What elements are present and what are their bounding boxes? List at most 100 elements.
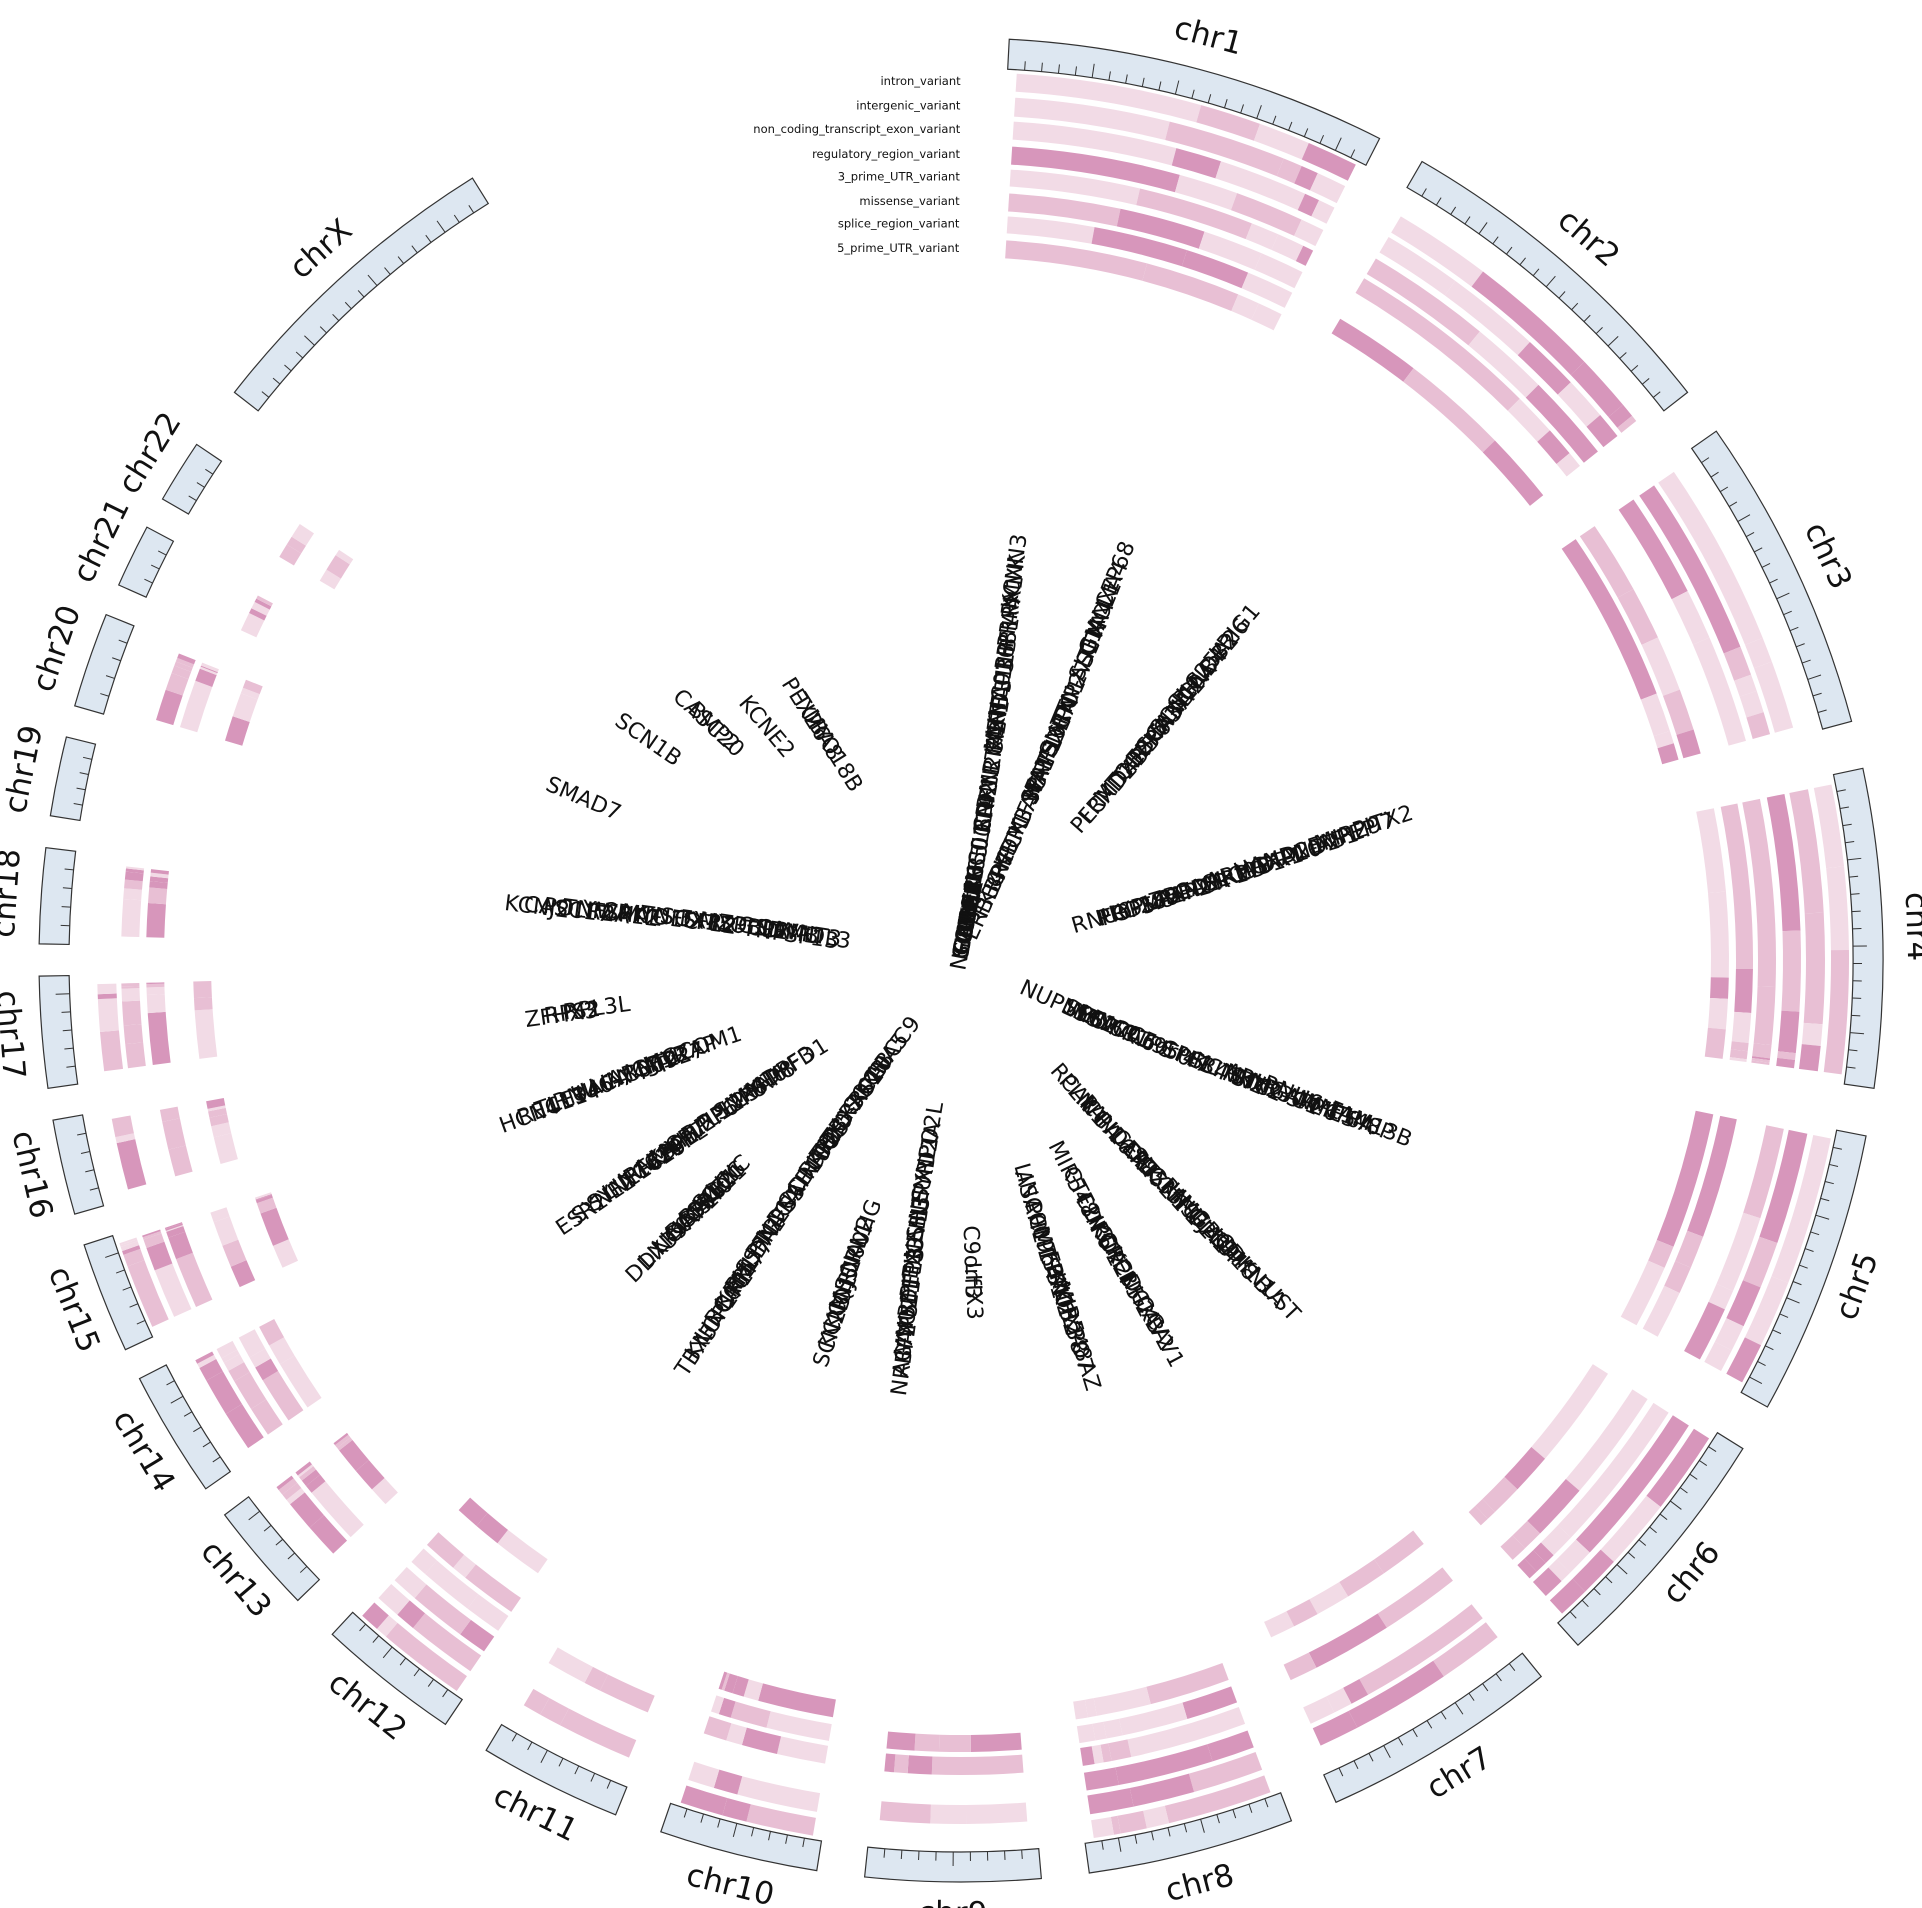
variant-track-segment <box>1730 1041 1749 1052</box>
variant-track-segment <box>722 1798 751 1822</box>
tracks-chr12 <box>362 1497 548 1691</box>
tracks-chr2 <box>1331 216 1637 506</box>
variant-track-segment <box>1188 1752 1263 1792</box>
variant-track-segment <box>1704 1341 1732 1371</box>
variant-track-segment <box>1359 1604 1483 1695</box>
variant-track-segment <box>1245 223 1279 250</box>
gene-label: ABCC9 <box>862 1012 927 1087</box>
variant-track-segment <box>195 668 217 687</box>
variant-track-segment <box>1739 690 1764 718</box>
ideogram-tick <box>64 868 74 871</box>
variant-track-segment <box>371 1478 398 1505</box>
gene-group-chr5: FAM13BRNU6-1148PWNT8ANME5ARHGAP26NR3C1NK… <box>1016 975 1416 1152</box>
variant-track-segment <box>1366 258 1480 346</box>
variant-track-segment <box>930 1804 967 1824</box>
variant-track-segment <box>122 1245 141 1255</box>
ideogram-tick <box>1796 643 1805 648</box>
variant-track-segment <box>1556 453 1580 477</box>
variant-track-segment <box>1731 1011 1752 1043</box>
ideogram-tick <box>540 1750 548 1763</box>
variant-track-segment <box>737 1776 821 1812</box>
variant-track-segment <box>1475 1499 1495 1519</box>
variant-track-segment <box>147 1011 171 1065</box>
variant-track-segment <box>394 1567 427 1599</box>
variant-track-segment <box>256 595 273 607</box>
variant-track-segment <box>1696 808 1726 894</box>
variant-track-segment <box>1570 361 1623 417</box>
ideogram-tick <box>55 993 70 995</box>
variant-track-segment <box>1500 1535 1526 1560</box>
ideogram-tick <box>188 495 197 502</box>
ideogram-tick <box>683 1808 688 1818</box>
ideogram-tick <box>399 1657 407 1666</box>
variant-track-segment <box>1617 588 1658 645</box>
ideogram-band <box>73 613 135 715</box>
ideogram-tick <box>1593 1588 1601 1596</box>
variant-track-segment <box>1198 231 1262 270</box>
variant-track-segment <box>758 1683 836 1718</box>
gene-label: WNT3 <box>774 918 843 953</box>
variant-track-segment <box>1343 1679 1369 1704</box>
ideogram-tick <box>1508 1663 1516 1671</box>
ideogram-tick <box>768 1831 771 1841</box>
ideogram-tick <box>883 1848 886 1858</box>
variant-track-segment <box>142 1231 162 1240</box>
ideogram-chr16: chr16 <box>4 1114 105 1222</box>
ideogram-tick <box>115 1269 125 1274</box>
variant-track-segment <box>1676 729 1701 759</box>
ideogram-tick <box>413 1668 420 1677</box>
variant-track-segment <box>1015 73 1202 123</box>
variant-track-segment <box>1295 245 1314 266</box>
variant-track-segment <box>174 661 193 672</box>
track-label-splice_region_variant: splice_region_variant <box>838 217 960 231</box>
ideogram-tick <box>1851 1014 1861 1017</box>
ideogram-tick <box>261 391 270 398</box>
variant-track-segment <box>1005 240 1148 281</box>
variant-track-segment <box>319 569 341 590</box>
variant-track-segment <box>523 1688 550 1715</box>
variant-track-segment <box>1648 1239 1674 1268</box>
ideogram-tick <box>144 578 153 584</box>
tracks-chr7 <box>1264 1530 1498 1746</box>
variant-track-segment <box>1776 1057 1796 1069</box>
variant-track-segment <box>1537 430 1570 465</box>
ideogram-chr21: chr21 <box>66 493 175 598</box>
ideogram-tick <box>89 1187 99 1191</box>
variant-track-segment <box>680 1785 728 1816</box>
variant-track-segment <box>211 1122 232 1138</box>
tracks-chr3 <box>1561 471 1794 765</box>
ideogram-band <box>138 1364 232 1490</box>
ideogram-tick <box>436 220 446 233</box>
ideogram-chr18: chr18 <box>0 846 77 946</box>
ideogram-band <box>38 846 77 946</box>
variant-track-segment <box>1572 1549 1614 1592</box>
variant-track-segment <box>199 666 218 676</box>
track-label-5_prime_UTR_variant: 5_prime_UTR_variant <box>837 241 960 255</box>
ideogram-tick <box>1638 1539 1647 1546</box>
ideogram-tick <box>1607 335 1619 347</box>
variant-track-segment <box>119 1237 138 1246</box>
variant-track-segment <box>1656 1110 1714 1247</box>
ideogram-tick <box>1776 592 1790 600</box>
ideogram-tick <box>397 256 405 264</box>
ideogram-tick <box>1595 327 1603 335</box>
variant-track-segment <box>1264 1611 1295 1638</box>
variant-track-segment <box>1468 331 1539 398</box>
variant-track-segment <box>1618 499 1688 600</box>
variant-track-segment <box>1309 173 1346 204</box>
ideogram-tick <box>1689 1473 1698 1480</box>
variant-track-segment <box>1512 1520 1541 1549</box>
variant-track-segment <box>1271 234 1304 262</box>
variant-track-segment <box>1241 272 1293 308</box>
variant-track-segment <box>1482 1476 1518 1512</box>
gene-group-chr17: KCNJ2CASC17POLR2ATNFSF12YWHAECRKMYO1CTNF… <box>503 891 853 954</box>
variant-track-segment <box>326 555 350 579</box>
ideogram-tick <box>1817 709 1827 713</box>
variant-track-segment <box>149 881 168 890</box>
ideogram-chr5: chr5 <box>1740 1129 1886 1408</box>
variant-track-segment <box>279 1355 322 1408</box>
ideogram-band <box>83 1234 154 1351</box>
ideogram-tick <box>606 1780 612 1789</box>
ideogram-tick <box>202 1441 211 1448</box>
